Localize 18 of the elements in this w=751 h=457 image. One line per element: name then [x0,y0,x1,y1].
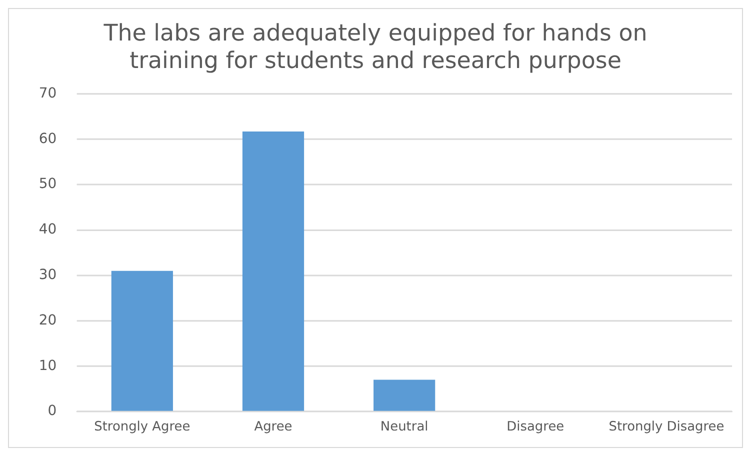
bar [111,270,173,411]
y-tick-label: 50 [38,176,57,192]
x-tick-label: Disagree [506,420,564,435]
x-tick-label: Agree [254,420,292,435]
text: The labs are adequately equipped for hands on [104,20,648,47]
y-tick-label: 70 [38,85,57,102]
y-tick-label: 20 [38,312,57,328]
y-tick-label: 60 [38,130,57,147]
x-tick-label: Neutral [380,420,428,435]
bar [374,380,436,411]
x-tick-label: Strongly Agree [94,420,190,435]
y-tick-label: 0 [48,403,57,420]
y-tick-label: 40 [38,222,57,238]
bar [242,131,304,411]
y-tick-label: 10 [38,358,57,374]
y-tick-label: 30 [38,267,57,284]
text: training for students and research purpose [130,48,622,74]
x-tick-label: Strongly Disagree [608,420,724,435]
